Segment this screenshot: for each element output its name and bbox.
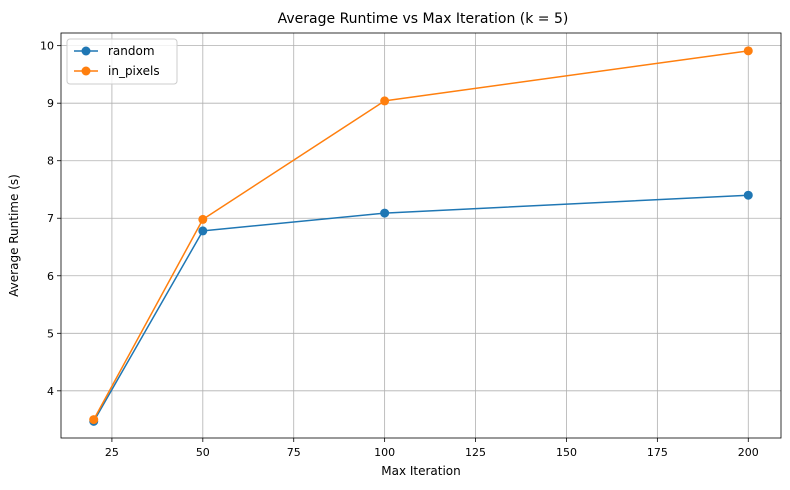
plot-frame <box>60 32 782 439</box>
x-tick-label: 200 <box>738 446 759 459</box>
x-axis-label: Max Iteration <box>381 464 461 478</box>
legend-item: in_pixels <box>74 64 160 78</box>
y-tick-label: 6 <box>47 270 54 283</box>
grid <box>61 33 781 438</box>
chart-title: Average Runtime vs Max Iteration (k = 5) <box>278 11 569 27</box>
y-tick-label: 9 <box>47 97 54 110</box>
legend-swatch-marker <box>81 46 91 56</box>
x-tick-label: 125 <box>465 446 486 459</box>
legend-label: in_pixels <box>108 64 160 78</box>
legend-label: random <box>108 44 155 58</box>
data-point <box>380 96 390 106</box>
y-tick-label: 5 <box>47 327 54 340</box>
x-tick-label: 50 <box>196 446 210 459</box>
series-in-pixels <box>89 46 753 425</box>
data-point <box>198 226 208 236</box>
data-point <box>380 208 390 218</box>
x-tick-label: 100 <box>374 446 395 459</box>
x-tick-label: 25 <box>105 446 119 459</box>
series-layer <box>89 46 753 426</box>
legend-item: random <box>74 44 155 58</box>
data-point <box>89 415 99 425</box>
legend-swatch-marker <box>81 66 91 76</box>
x-tick-label: 175 <box>647 446 668 459</box>
x-tick-label: 75 <box>287 446 301 459</box>
data-point <box>743 190 753 200</box>
y-axis-label: Average Runtime (s) <box>7 174 21 297</box>
series-line <box>93 194 749 422</box>
ticks: 25 50 75 100 125 150 175 200 4 5 6 7 8 9 10 <box>40 40 759 459</box>
legend: random in_pixels <box>66 38 178 85</box>
y-tick-label: 7 <box>47 212 54 225</box>
y-tick-label: 4 <box>47 385 54 398</box>
series-line <box>93 50 749 420</box>
x-tick-label: 150 <box>556 446 577 459</box>
y-tick-label: 10 <box>40 40 54 53</box>
data-point <box>743 46 753 56</box>
data-point <box>198 214 208 224</box>
y-tick-label: 8 <box>47 155 54 168</box>
